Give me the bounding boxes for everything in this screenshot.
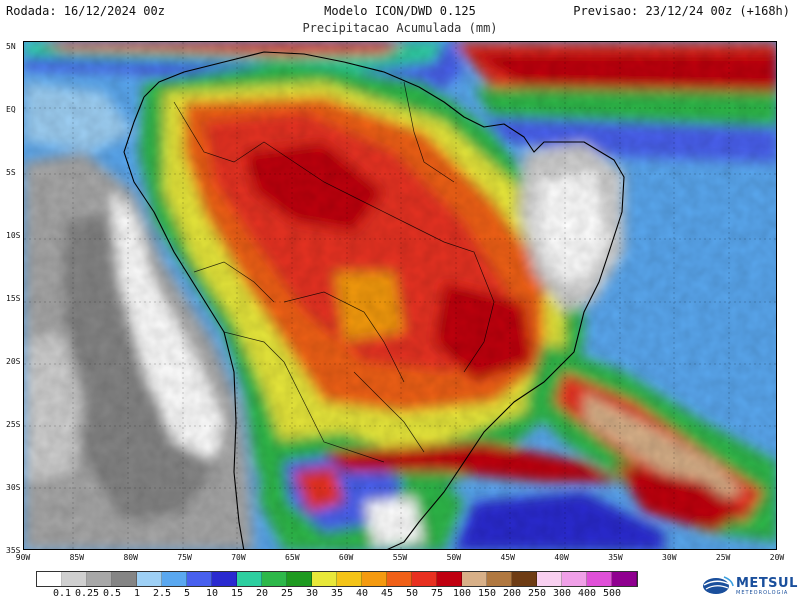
- colorbar-swatch: [562, 572, 587, 586]
- latitude-label: 5N: [6, 42, 16, 51]
- colorbar-swatch: [412, 572, 437, 586]
- colorbar-label: 40: [355, 588, 369, 599]
- colorbar-swatch: [362, 572, 387, 586]
- longitude-label: 25W: [715, 553, 731, 562]
- longitude-label: 50W: [446, 553, 462, 562]
- colorbar-label: 250: [527, 588, 547, 599]
- colorbar-label: 2.5: [152, 588, 172, 599]
- colorbar-swatch: [287, 572, 312, 586]
- longitude-label: 85W: [69, 553, 85, 562]
- longitude-label: 90W: [15, 553, 31, 562]
- precipitation-colorbar: [36, 571, 638, 587]
- colorbar-label: 30: [305, 588, 319, 599]
- run-date: Rodada: 16/12/2024 00z: [6, 4, 165, 18]
- colorbar-label: 45: [380, 588, 394, 599]
- forecast-time: Previsao: 23/12/24 00z (+168h): [573, 4, 790, 18]
- colorbar-label: 400: [577, 588, 597, 599]
- longitude-label: 20W: [769, 553, 785, 562]
- colorbar-label: 200: [502, 588, 522, 599]
- longitude-label: 70W: [231, 553, 246, 562]
- colorbar-label: 0.25: [74, 588, 100, 599]
- precipitation-map: [23, 41, 777, 550]
- colorbar-swatch: [437, 572, 462, 586]
- colorbar-swatch: [537, 572, 562, 586]
- colorbar-label: 35: [330, 588, 344, 599]
- latitude-label: 20S: [6, 357, 21, 366]
- colorbar-label: 100: [452, 588, 472, 599]
- metsul-logo: METSUL METEOROLOGIA: [702, 574, 798, 598]
- colorbar-label: 1: [133, 588, 141, 599]
- colorbar-label: 5: [183, 588, 191, 599]
- latitude-label: EQ: [6, 105, 16, 114]
- colorbar-swatch: [212, 572, 237, 586]
- colorbar-swatch: [387, 572, 412, 586]
- colorbar-swatch: [37, 572, 62, 586]
- longitude-label: 45W: [500, 553, 515, 562]
- colorbar-swatch: [187, 572, 212, 586]
- colorbar-label: 50: [405, 588, 419, 599]
- latitude-label: 15S: [6, 294, 21, 303]
- map-subtitle: Precipitacao Acumulada (mm): [302, 21, 498, 35]
- colorbar-label: 15: [230, 588, 244, 599]
- longitude-label: 60W: [338, 553, 354, 562]
- colorbar-swatch: [62, 572, 87, 586]
- logo-tagline: METEOROLOGIA: [736, 590, 789, 596]
- colorbar-swatch: [487, 572, 512, 586]
- latitude-label: 30S: [6, 483, 21, 492]
- latitude-label: 35S: [6, 546, 21, 555]
- longitude-label: 65W: [285, 553, 300, 562]
- colorbar-label: 0.5: [102, 588, 122, 599]
- colorbar-swatch: [462, 572, 487, 586]
- latitude-label: 5S: [6, 168, 16, 177]
- longitude-label: 55W: [392, 553, 408, 562]
- latitude-label: 10S: [6, 231, 21, 240]
- colorbar-swatch: [237, 572, 262, 586]
- colorbar-swatch: [587, 572, 612, 586]
- longitude-label: 30W: [662, 553, 677, 562]
- colorbar-label: 10: [205, 588, 219, 599]
- model-name: Modelo ICON/DWD 0.125: [324, 4, 476, 18]
- longitude-label: 40W: [554, 553, 569, 562]
- logo-name: METSUL: [736, 576, 798, 591]
- colorbar-swatch: [612, 572, 637, 586]
- longitude-label: 75W: [177, 553, 192, 562]
- colorbar-swatch: [87, 572, 112, 586]
- longitude-label: 35W: [608, 553, 623, 562]
- precipitation-field: [24, 42, 776, 549]
- colorbar-swatch: [162, 572, 187, 586]
- colorbar-swatch: [512, 572, 537, 586]
- colorbar-swatch: [112, 572, 137, 586]
- colorbar-label: 75: [430, 588, 444, 599]
- colorbar-label: 0.1: [52, 588, 72, 599]
- colorbar-label: 25: [280, 588, 294, 599]
- latitude-label: 25S: [6, 420, 21, 429]
- longitude-label: 80W: [123, 553, 138, 562]
- colorbar-label: 20: [255, 588, 269, 599]
- colorbar-swatch: [312, 572, 337, 586]
- colorbar-swatch: [262, 572, 287, 586]
- colorbar-swatch: [337, 572, 362, 586]
- colorbar-label: 300: [552, 588, 572, 599]
- globe-icon: [703, 576, 734, 594]
- colorbar-label: 500: [602, 588, 622, 599]
- colorbar-swatch: [137, 572, 162, 586]
- colorbar-label: 150: [477, 588, 497, 599]
